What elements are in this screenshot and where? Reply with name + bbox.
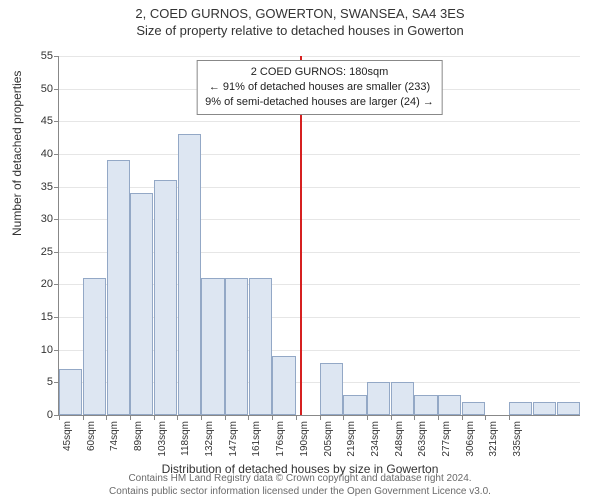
annotation-line-1: 2 COED GURNOS: 180sqm bbox=[205, 65, 434, 80]
ytick-mark bbox=[54, 89, 59, 90]
gridline bbox=[59, 56, 580, 57]
xtick-label: 74sqm bbox=[109, 421, 120, 451]
footer-attribution: Contains HM Land Registry data © Crown c… bbox=[0, 473, 600, 498]
ytick-mark bbox=[54, 219, 59, 220]
histogram-bar bbox=[557, 402, 580, 415]
ytick-label: 25 bbox=[41, 246, 53, 258]
xtick-mark bbox=[485, 415, 486, 420]
ytick-label: 40 bbox=[41, 148, 53, 160]
histogram-bar bbox=[343, 395, 366, 415]
ytick-mark bbox=[54, 56, 59, 57]
histogram-bar bbox=[59, 369, 82, 415]
xtick-mark bbox=[343, 415, 344, 420]
y-axis-title: Number of detached properties bbox=[10, 71, 24, 236]
histogram-bar bbox=[130, 193, 153, 415]
ytick-label: 15 bbox=[41, 311, 53, 323]
ytick-mark bbox=[54, 252, 59, 253]
xtick-mark bbox=[438, 415, 439, 420]
histogram-bar bbox=[83, 278, 106, 415]
xtick-mark bbox=[414, 415, 415, 420]
chart-title-block: 2, COED GURNOS, GOWERTON, SWANSEA, SA4 3… bbox=[0, 0, 600, 38]
xtick-label: 118sqm bbox=[180, 421, 191, 456]
title-sub: Size of property relative to detached ho… bbox=[0, 23, 600, 38]
xtick-mark bbox=[177, 415, 178, 420]
ytick-mark bbox=[54, 284, 59, 285]
ytick-label: 5 bbox=[47, 376, 53, 388]
histogram-bar bbox=[533, 402, 556, 415]
xtick-label: 205sqm bbox=[323, 421, 334, 457]
xtick-mark bbox=[106, 415, 107, 420]
ytick-label: 0 bbox=[47, 409, 53, 421]
gridline bbox=[59, 121, 580, 122]
xtick-mark bbox=[320, 415, 321, 420]
xtick-label: 89sqm bbox=[133, 421, 144, 451]
ytick-label: 20 bbox=[41, 278, 53, 290]
histogram-bar bbox=[509, 402, 532, 415]
xtick-label: 234sqm bbox=[370, 421, 381, 457]
xtick-label: 219sqm bbox=[346, 421, 357, 457]
xtick-mark bbox=[201, 415, 202, 420]
xtick-mark bbox=[83, 415, 84, 420]
ytick-mark bbox=[54, 350, 59, 351]
xtick-label: 161sqm bbox=[251, 421, 262, 457]
histogram-bar bbox=[272, 356, 295, 415]
xtick-label: 263sqm bbox=[417, 421, 428, 457]
annotation-line-2: ← 91% of detached houses are smaller (23… bbox=[205, 80, 434, 95]
xtick-mark bbox=[296, 415, 297, 420]
xtick-label: 176sqm bbox=[275, 421, 286, 457]
annotation-line-3: 9% of semi-detached houses are larger (2… bbox=[205, 95, 434, 110]
histogram-bar bbox=[154, 180, 177, 415]
histogram-bar bbox=[107, 160, 130, 415]
xtick-label: 277sqm bbox=[441, 421, 452, 457]
xtick-mark bbox=[225, 415, 226, 420]
histogram-bar bbox=[249, 278, 272, 415]
histogram-bar bbox=[178, 134, 201, 415]
ytick-mark bbox=[54, 121, 59, 122]
histogram-bar bbox=[438, 395, 461, 415]
xtick-label: 147sqm bbox=[228, 421, 239, 457]
ytick-mark bbox=[54, 154, 59, 155]
ytick-label: 35 bbox=[41, 181, 53, 193]
footer-line-2: Contains public sector information licen… bbox=[0, 486, 600, 499]
ytick-label: 50 bbox=[41, 83, 53, 95]
ytick-mark bbox=[54, 187, 59, 188]
xtick-label: 190sqm bbox=[299, 421, 310, 457]
xtick-label: 45sqm bbox=[62, 421, 73, 451]
xtick-mark bbox=[367, 415, 368, 420]
histogram-bar bbox=[462, 402, 485, 415]
plot-region: 051015202530354045505545sqm60sqm74sqm89s… bbox=[58, 56, 580, 416]
xtick-mark bbox=[130, 415, 131, 420]
ytick-label: 30 bbox=[41, 213, 53, 225]
histogram-bar bbox=[391, 382, 414, 415]
xtick-mark bbox=[59, 415, 60, 420]
xtick-label: 132sqm bbox=[204, 421, 215, 457]
xtick-label: 335sqm bbox=[512, 421, 523, 457]
xtick-mark bbox=[248, 415, 249, 420]
gridline bbox=[59, 154, 580, 155]
xtick-label: 321sqm bbox=[488, 421, 499, 457]
xtick-mark bbox=[509, 415, 510, 420]
xtick-label: 306sqm bbox=[465, 421, 476, 457]
ytick-mark bbox=[54, 317, 59, 318]
xtick-mark bbox=[154, 415, 155, 420]
gridline bbox=[59, 187, 580, 188]
xtick-mark bbox=[272, 415, 273, 420]
ytick-label: 45 bbox=[41, 115, 53, 127]
xtick-mark bbox=[462, 415, 463, 420]
xtick-label: 103sqm bbox=[157, 421, 168, 457]
ytick-label: 55 bbox=[41, 50, 53, 62]
annotation-box: 2 COED GURNOS: 180sqm ← 91% of detached … bbox=[196, 60, 443, 115]
xtick-mark bbox=[391, 415, 392, 420]
ytick-label: 10 bbox=[41, 344, 53, 356]
histogram-bar bbox=[201, 278, 224, 415]
xtick-label: 60sqm bbox=[86, 421, 97, 451]
histogram-bar bbox=[225, 278, 248, 415]
footer-line-1: Contains HM Land Registry data © Crown c… bbox=[0, 473, 600, 486]
title-main: 2, COED GURNOS, GOWERTON, SWANSEA, SA4 3… bbox=[0, 6, 600, 21]
xtick-label: 248sqm bbox=[394, 421, 405, 457]
histogram-bar bbox=[367, 382, 390, 415]
chart-plot-area: 051015202530354045505545sqm60sqm74sqm89s… bbox=[58, 56, 580, 416]
histogram-bar bbox=[414, 395, 437, 415]
histogram-bar bbox=[320, 363, 343, 415]
